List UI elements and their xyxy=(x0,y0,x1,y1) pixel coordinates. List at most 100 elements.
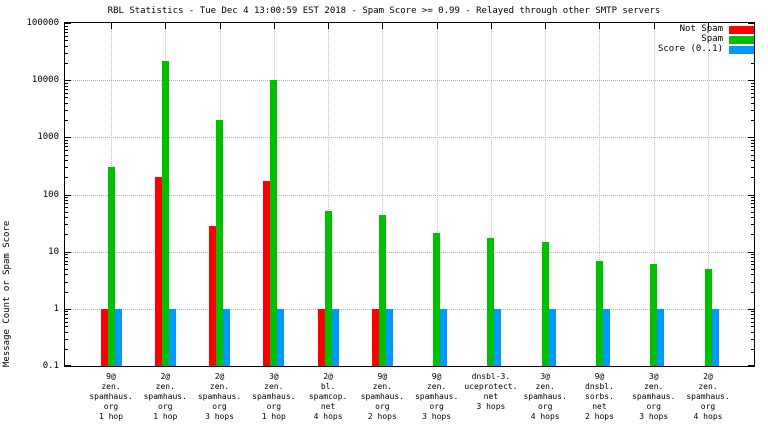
y-minor-tick-mark xyxy=(751,257,754,259)
y-minor-tick-mark xyxy=(751,89,754,91)
bar-score-0-1- xyxy=(223,308,231,366)
bar-score-0-1- xyxy=(494,308,502,366)
y-minor-tick-mark xyxy=(751,281,754,283)
bar-score-0-1- xyxy=(385,308,393,366)
bar-spam xyxy=(161,60,169,366)
y-minor-tick-mark xyxy=(751,260,754,262)
y-tick-mark xyxy=(65,80,71,82)
y-minor-tick-mark xyxy=(65,274,68,276)
y-minor-tick-mark xyxy=(65,89,68,91)
x-tick-mark xyxy=(490,23,492,29)
y-minor-tick-mark xyxy=(65,217,68,219)
y-minor-tick-mark xyxy=(751,207,754,209)
y-tick-label: 10 xyxy=(48,246,59,257)
legend-swatch xyxy=(729,35,754,44)
y-minor-tick-mark xyxy=(751,120,754,122)
y-minor-tick-mark xyxy=(65,321,68,323)
y-minor-tick-mark xyxy=(65,268,68,270)
gridline-vertical xyxy=(436,23,438,366)
y-minor-tick-mark xyxy=(751,348,754,350)
y-minor-tick-mark xyxy=(65,317,68,319)
y-minor-tick-mark xyxy=(65,31,68,33)
gridline-vertical xyxy=(490,23,492,366)
x-tick-mark xyxy=(599,23,601,29)
y-minor-tick-mark xyxy=(65,120,68,122)
y-minor-tick-mark xyxy=(751,150,754,152)
x-tick-mark xyxy=(653,23,655,29)
x-tick-mark xyxy=(328,23,330,29)
gridline-horizontal xyxy=(65,194,754,196)
y-minor-tick-mark xyxy=(65,234,68,236)
bar-spam xyxy=(541,241,549,366)
y-minor-tick-mark xyxy=(751,146,754,148)
y-tick-mark xyxy=(65,194,71,196)
y-minor-tick-mark xyxy=(65,110,68,112)
bar-spam xyxy=(650,264,658,366)
y-tick-mark xyxy=(748,308,754,310)
y-minor-tick-mark xyxy=(751,311,754,313)
gridline-vertical xyxy=(328,23,330,366)
bar-score-0-1- xyxy=(657,308,665,366)
x-tick-label: dnsbl-3. uceprotect. net 3 hops xyxy=(464,372,518,411)
y-tick-label: 100 xyxy=(42,189,59,200)
y-minor-tick-mark xyxy=(751,197,754,199)
x-tick-label: 9@ zen. spamhaus. org 3 hops xyxy=(414,372,459,421)
x-tick-mark xyxy=(165,23,167,29)
y-minor-tick-mark xyxy=(751,338,754,340)
y-minor-tick-mark xyxy=(65,85,68,87)
y-minor-tick-mark xyxy=(65,177,68,179)
y-minor-tick-mark xyxy=(65,167,68,169)
legend-label: Not Spam xyxy=(679,24,723,34)
x-tick-mark xyxy=(382,23,384,29)
gridline-horizontal xyxy=(65,308,754,310)
y-tick-mark xyxy=(748,23,754,24)
y-minor-tick-mark xyxy=(751,102,754,104)
y-minor-tick-mark xyxy=(65,291,68,293)
y-minor-tick-mark xyxy=(751,167,754,169)
bar-not-spam xyxy=(154,177,162,366)
x-tick-label: 2@ bl. spamcop. net 4 hops xyxy=(308,372,348,421)
x-tick-mark xyxy=(708,23,709,29)
y-minor-tick-mark xyxy=(751,97,754,99)
chart-legend: Not Spam Spam Score (0..1) xyxy=(658,25,754,54)
gridline-vertical xyxy=(599,23,601,366)
y-minor-tick-mark xyxy=(65,92,68,94)
bar-score-0-1- xyxy=(440,308,448,366)
bar-spam xyxy=(433,233,441,366)
y-minor-tick-mark xyxy=(751,317,754,319)
x-tick-mark xyxy=(545,23,547,29)
y-minor-tick-mark xyxy=(65,203,68,205)
bar-score-0-1- xyxy=(114,308,122,366)
y-minor-tick-mark xyxy=(65,338,68,340)
y-minor-tick-mark xyxy=(65,224,68,226)
legend-swatch xyxy=(729,45,754,54)
y-minor-tick-mark xyxy=(65,211,68,213)
y-minor-tick-mark xyxy=(65,264,68,266)
gridline-horizontal xyxy=(65,137,754,139)
y-minor-tick-mark xyxy=(65,25,68,27)
gridline-vertical xyxy=(545,23,547,366)
y-tick-mark xyxy=(65,308,71,310)
y-tick-label: 1 xyxy=(53,303,59,314)
legend-label: Score (0..1) xyxy=(657,44,723,54)
y-minor-tick-mark xyxy=(751,314,754,316)
legend-item: Spam xyxy=(701,35,754,44)
bar-spam xyxy=(216,120,224,366)
x-tick-label: 3@ zen. spamhaus. org 4 hops xyxy=(523,372,567,421)
y-minor-tick-mark xyxy=(65,97,68,99)
gridline-horizontal xyxy=(65,80,754,82)
bar-score-0-1- xyxy=(548,308,556,366)
x-tick-label: 3@ zen. spamhaus. org 1 hop xyxy=(252,372,296,421)
y-tick-label: 1000 xyxy=(37,132,59,143)
y-minor-tick-mark xyxy=(751,291,754,293)
y-tick-mark xyxy=(748,365,754,366)
y-minor-tick-mark xyxy=(751,224,754,226)
y-minor-tick-mark xyxy=(751,264,754,266)
gridline-vertical xyxy=(382,23,384,366)
y-minor-tick-mark xyxy=(65,102,68,104)
y-minor-tick-mark xyxy=(65,154,68,156)
y-minor-tick-mark xyxy=(65,28,68,30)
y-minor-tick-mark xyxy=(65,150,68,152)
y-minor-tick-mark xyxy=(65,281,68,283)
